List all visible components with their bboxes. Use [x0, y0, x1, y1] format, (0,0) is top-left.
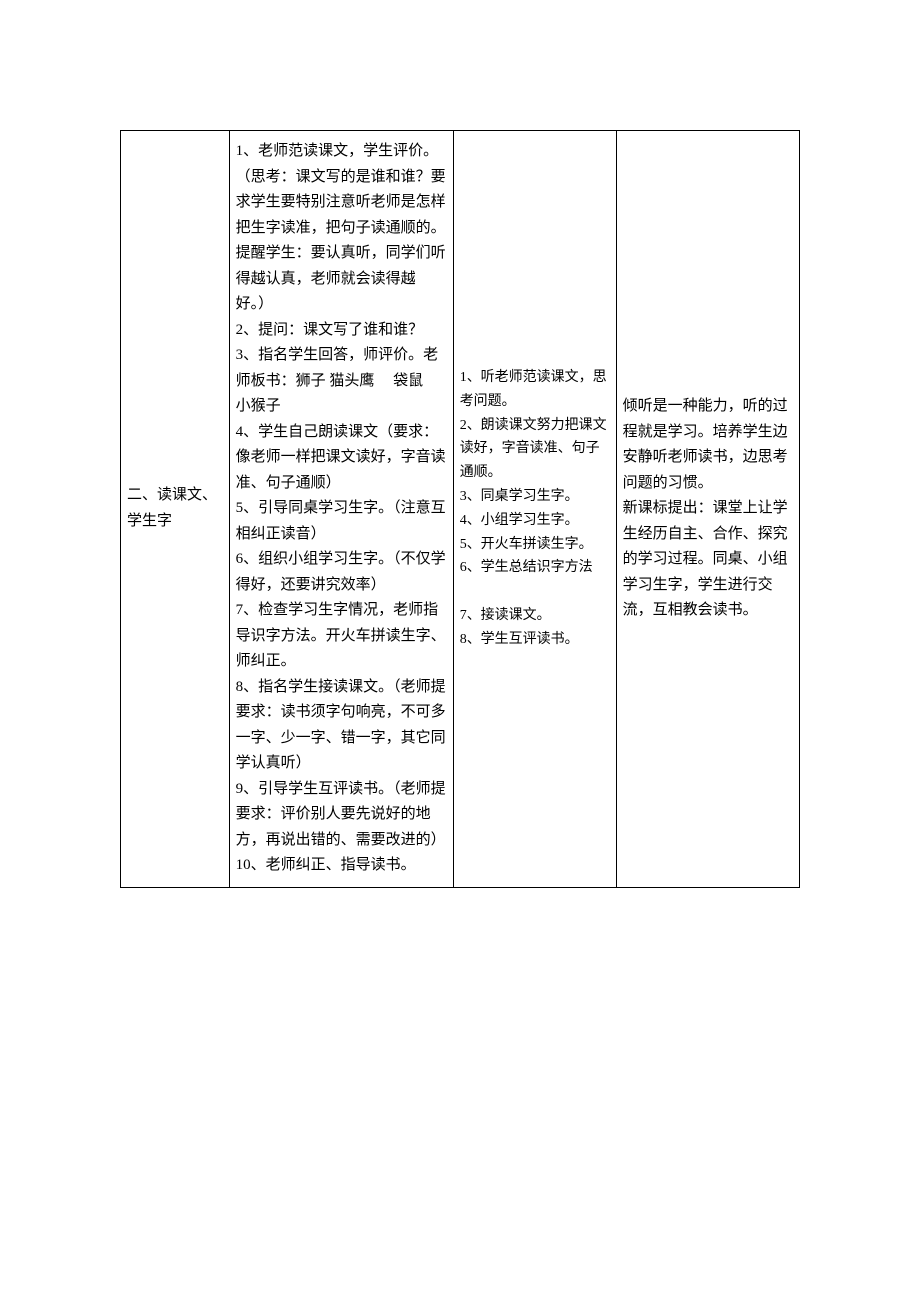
student-activity-cell: 1、听老师范读课文，思考问题。 2、朗读课文努力把课文读好，字音读准、句子通顺。… [453, 131, 616, 888]
teacher-activity-text: 1、老师范读课文，学生评价。（思考：课文写的是谁和谁？要求学生要特别注意听老师是… [236, 143, 446, 873]
table-row: 二、读课文、学生字 1、老师范读课文，学生评价。（思考：课文写的是谁和谁？要求学… [121, 131, 800, 888]
lesson-plan-table: 二、读课文、学生字 1、老师范读课文，学生评价。（思考：课文写的是谁和谁？要求学… [120, 130, 800, 888]
teacher-activity-cell: 1、老师范读课文，学生评价。（思考：课文写的是谁和谁？要求学生要特别注意听老师是… [229, 131, 453, 888]
rationale-cell: 倾听是一种能力，听的过程就是学习。培养学生边安静听老师读书，边思考问题的习惯。新… [616, 131, 799, 888]
stage-cell: 二、读课文、学生字 [121, 131, 230, 888]
student-activity-text: 1、听老师范读课文，思考问题。 2、朗读课文努力把课文读好，字音读准、句子通顺。… [460, 370, 607, 647]
rationale-text: 倾听是一种能力，听的过程就是学习。培养学生边安静听老师读书，边思考问题的习惯。新… [623, 398, 788, 618]
stage-label: 二、读课文、学生字 [127, 487, 217, 529]
